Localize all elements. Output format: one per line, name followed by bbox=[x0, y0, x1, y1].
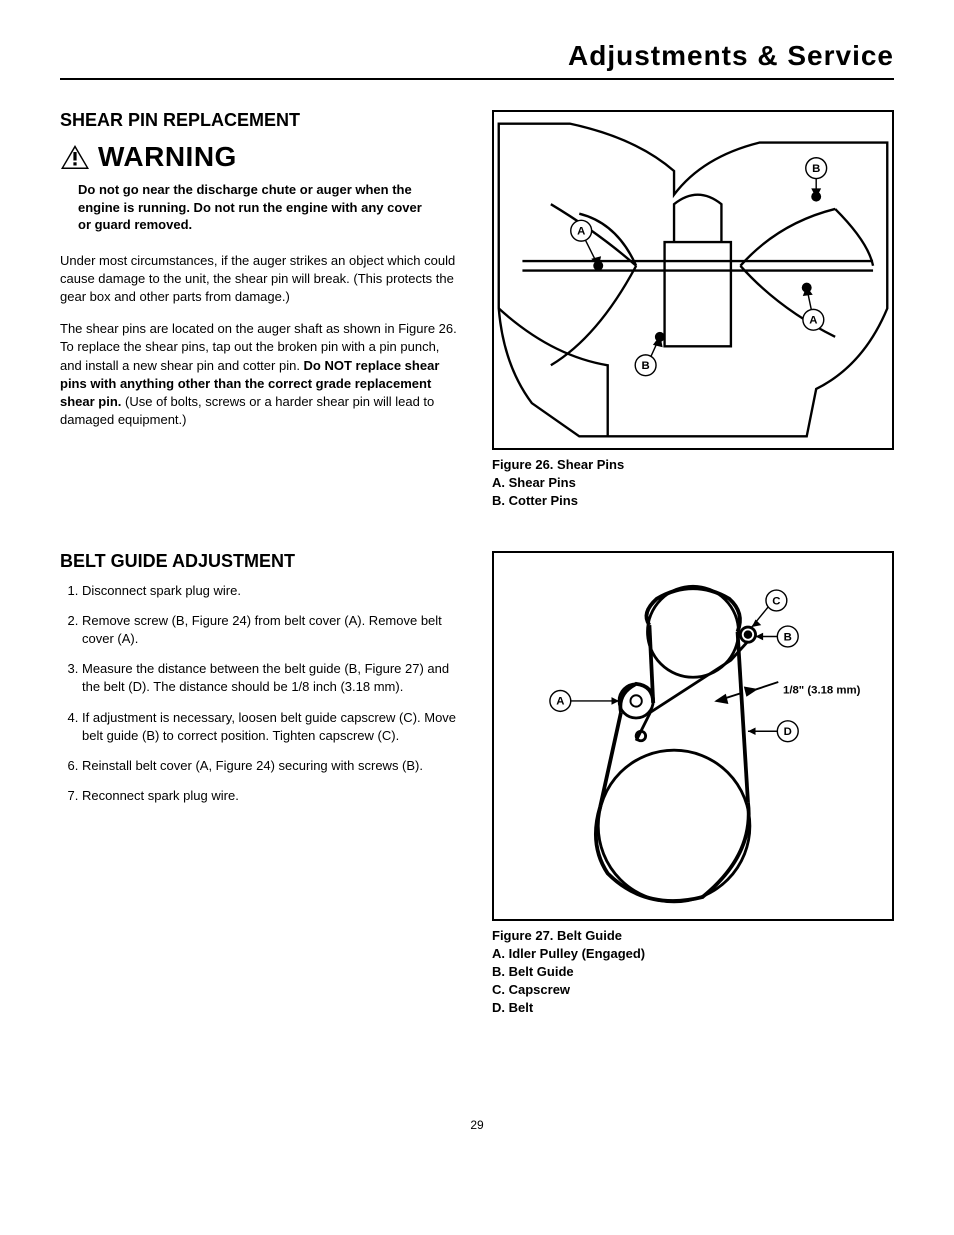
fig26-callout-a1: A bbox=[577, 226, 585, 238]
shear-pin-para2: The shear pins are located on the auger … bbox=[60, 320, 462, 429]
fig26-legend-a: A. Shear Pins bbox=[492, 474, 894, 492]
fig27-callout-a: A bbox=[556, 695, 564, 707]
warning-text: Do not go near the discharge chute or au… bbox=[78, 181, 438, 234]
figure-27-caption: Figure 27. Belt Guide A. Idler Pulley (E… bbox=[492, 927, 894, 1018]
belt-guide-heading: BELT GUIDE ADJUSTMENT bbox=[60, 551, 462, 572]
fig26-callout-a2: A bbox=[809, 315, 817, 327]
fig26-legend-b: B. Cotter Pins bbox=[492, 492, 894, 510]
shear-pin-heading: SHEAR PIN REPLACEMENT bbox=[60, 110, 462, 131]
page-title: Adjustments & Service bbox=[60, 40, 894, 80]
section-shear-pin: SHEAR PIN REPLACEMENT WARNING Do not go … bbox=[60, 110, 894, 511]
fig27-legend-c: C. Capscrew bbox=[492, 981, 894, 999]
shear-pin-para1: Under most circumstances, if the auger s… bbox=[60, 252, 462, 307]
fig27-legend-a: A. Idler Pulley (Engaged) bbox=[492, 945, 894, 963]
figure-27-illustration: 1/8" (3.18 mm) A B C bbox=[492, 551, 894, 921]
section-belt-guide: BELT GUIDE ADJUSTMENT Disconnect spark p… bbox=[60, 551, 894, 1018]
warning-header: WARNING bbox=[60, 141, 462, 173]
page-number: 29 bbox=[60, 1118, 894, 1132]
fig27-callout-d: D bbox=[784, 726, 792, 738]
fig26-title: Figure 26. Shear Pins bbox=[492, 456, 894, 474]
step-4: If adjustment is necessary, loosen belt … bbox=[82, 709, 462, 745]
figure-26-caption: Figure 26. Shear Pins A. Shear Pins B. C… bbox=[492, 456, 894, 511]
fig27-legend-d: D. Belt bbox=[492, 999, 894, 1017]
figure-26-illustration: A A B B bbox=[492, 110, 894, 450]
step-3: Measure the distance between the belt gu… bbox=[82, 660, 462, 696]
belt-guide-steps: Disconnect spark plug wire. Remove screw… bbox=[60, 582, 462, 806]
fig26-callout-b2: B bbox=[642, 360, 650, 372]
warning-triangle-icon bbox=[60, 144, 90, 170]
fig26-callout-b1: B bbox=[812, 163, 820, 175]
fig27-title: Figure 27. Belt Guide bbox=[492, 927, 894, 945]
fig27-dimension: 1/8" (3.18 mm) bbox=[783, 684, 861, 696]
step-6: Reinstall belt cover (A, Figure 24) secu… bbox=[82, 757, 462, 775]
step-7: Reconnect spark plug wire. bbox=[82, 787, 462, 805]
step-2: Remove screw (B, Figure 24) from belt co… bbox=[82, 612, 462, 648]
warning-label: WARNING bbox=[98, 141, 237, 173]
fig27-callout-b: B bbox=[784, 631, 792, 643]
fig27-callout-c: C bbox=[772, 595, 780, 607]
step-1: Disconnect spark plug wire. bbox=[82, 582, 462, 600]
fig27-legend-b: B. Belt Guide bbox=[492, 963, 894, 981]
